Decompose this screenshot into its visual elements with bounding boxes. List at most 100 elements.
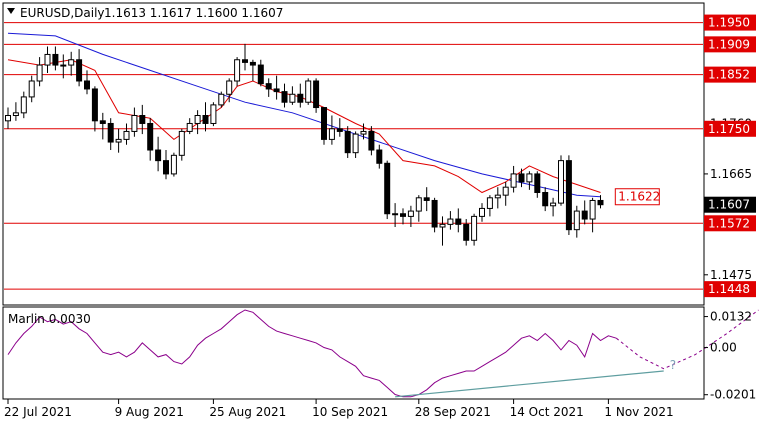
candle [52,46,59,71]
candle [257,59,264,87]
candle-body-bull [447,218,454,225]
candle-body-bull [526,173,533,183]
candle [423,187,430,212]
price-pane-frame [2,2,705,306]
candle [242,43,248,71]
candle-body-bear [534,173,541,193]
candle-body-bull [558,160,564,204]
candle-body-bull [573,210,580,231]
candle-body-bull [407,210,414,217]
candle-body-bull [486,197,493,209]
candle-body-bear [313,80,320,109]
candle-body-bull [494,194,501,199]
candle [178,128,185,161]
candle-body-bull [115,138,122,143]
time-tick-label: 10 Sep 2021 [312,405,388,419]
candle [194,110,201,135]
candle [431,197,438,233]
candle-body-bull [12,112,19,117]
candle [502,181,509,206]
candle-body-bear [542,191,549,207]
candle [344,126,351,158]
ma-value-box [614,188,660,206]
candle-body-bull [234,59,241,82]
candle-body-bear [84,80,90,90]
candle-body-bear [376,149,383,164]
horizontal-levels [4,22,703,290]
candle-body-bear [163,160,169,175]
candle [234,57,241,87]
candle [20,91,27,119]
candle [226,78,233,103]
symbol-dropdown-icon[interactable] [7,8,15,14]
level-price-label: 1.1572 [708,216,750,230]
candle [455,208,462,233]
price-axis: 1.19501.19091.18521.17601.17501.16651.16… [614,14,756,298]
candle-body-bear [431,199,438,228]
candle [202,102,209,132]
candle-body-bull [226,80,233,95]
oscillator-projection [615,309,759,370]
candle-body-bull [194,115,201,124]
candle [447,211,454,230]
candle [471,213,478,246]
time-tick-label: 14 Oct 2021 [510,405,584,419]
level-price-label: 1.1750 [708,122,750,136]
candle [581,200,588,225]
candle-body-bull [360,130,367,135]
level-price-box [704,14,756,31]
support-trendline [395,370,664,398]
candle [44,46,51,74]
candle-body-bull [328,128,335,140]
candle-body-bull [502,186,509,196]
candle-body-bear [155,149,162,162]
candle [131,107,138,137]
candle-body-bear [257,64,264,85]
candle [76,49,83,87]
candle [99,112,106,140]
candle-body-bear [273,88,280,93]
candle [360,123,367,140]
symbol-label: EURUSD,Daily [20,6,105,20]
candle [336,118,343,137]
candle-body-bear [99,120,106,124]
candle-body-bear [336,128,343,132]
level-price-label: 1.1448 [708,282,750,296]
candle [115,128,122,153]
candle [163,150,169,180]
candle-body-bear [202,115,209,124]
candle [265,78,272,97]
candle-body-bull [60,64,67,67]
candle-body-bear [597,199,604,206]
candle [479,203,485,222]
candle [139,104,146,135]
candle [565,155,572,235]
candle-body-bull [471,215,478,241]
price-tick-label: 1.1475 [710,268,752,282]
candle-body-bear [423,197,430,201]
candle [597,195,604,209]
candle-body-bear [565,160,572,231]
candle [384,160,391,220]
candle-body-bull [44,53,51,66]
candle [510,165,517,193]
candle-body-bull [305,80,312,103]
candle [573,205,580,238]
candle-body-bull [352,133,359,154]
candle [589,197,596,233]
candle-body-bull [20,96,27,114]
candle [218,91,225,108]
candle-body-bull [439,223,446,228]
candle-body-bear [384,162,391,215]
candle-body-bear [249,61,256,66]
candle [407,205,414,228]
candle-body-bear [321,107,327,140]
candle-body-bull [5,115,11,122]
candle-body-bear [147,122,154,151]
candle-body-bull [178,130,185,156]
candle-body-bear [344,130,351,154]
candle-body-bull [218,93,225,106]
oscillator-pane-frame [2,306,705,400]
